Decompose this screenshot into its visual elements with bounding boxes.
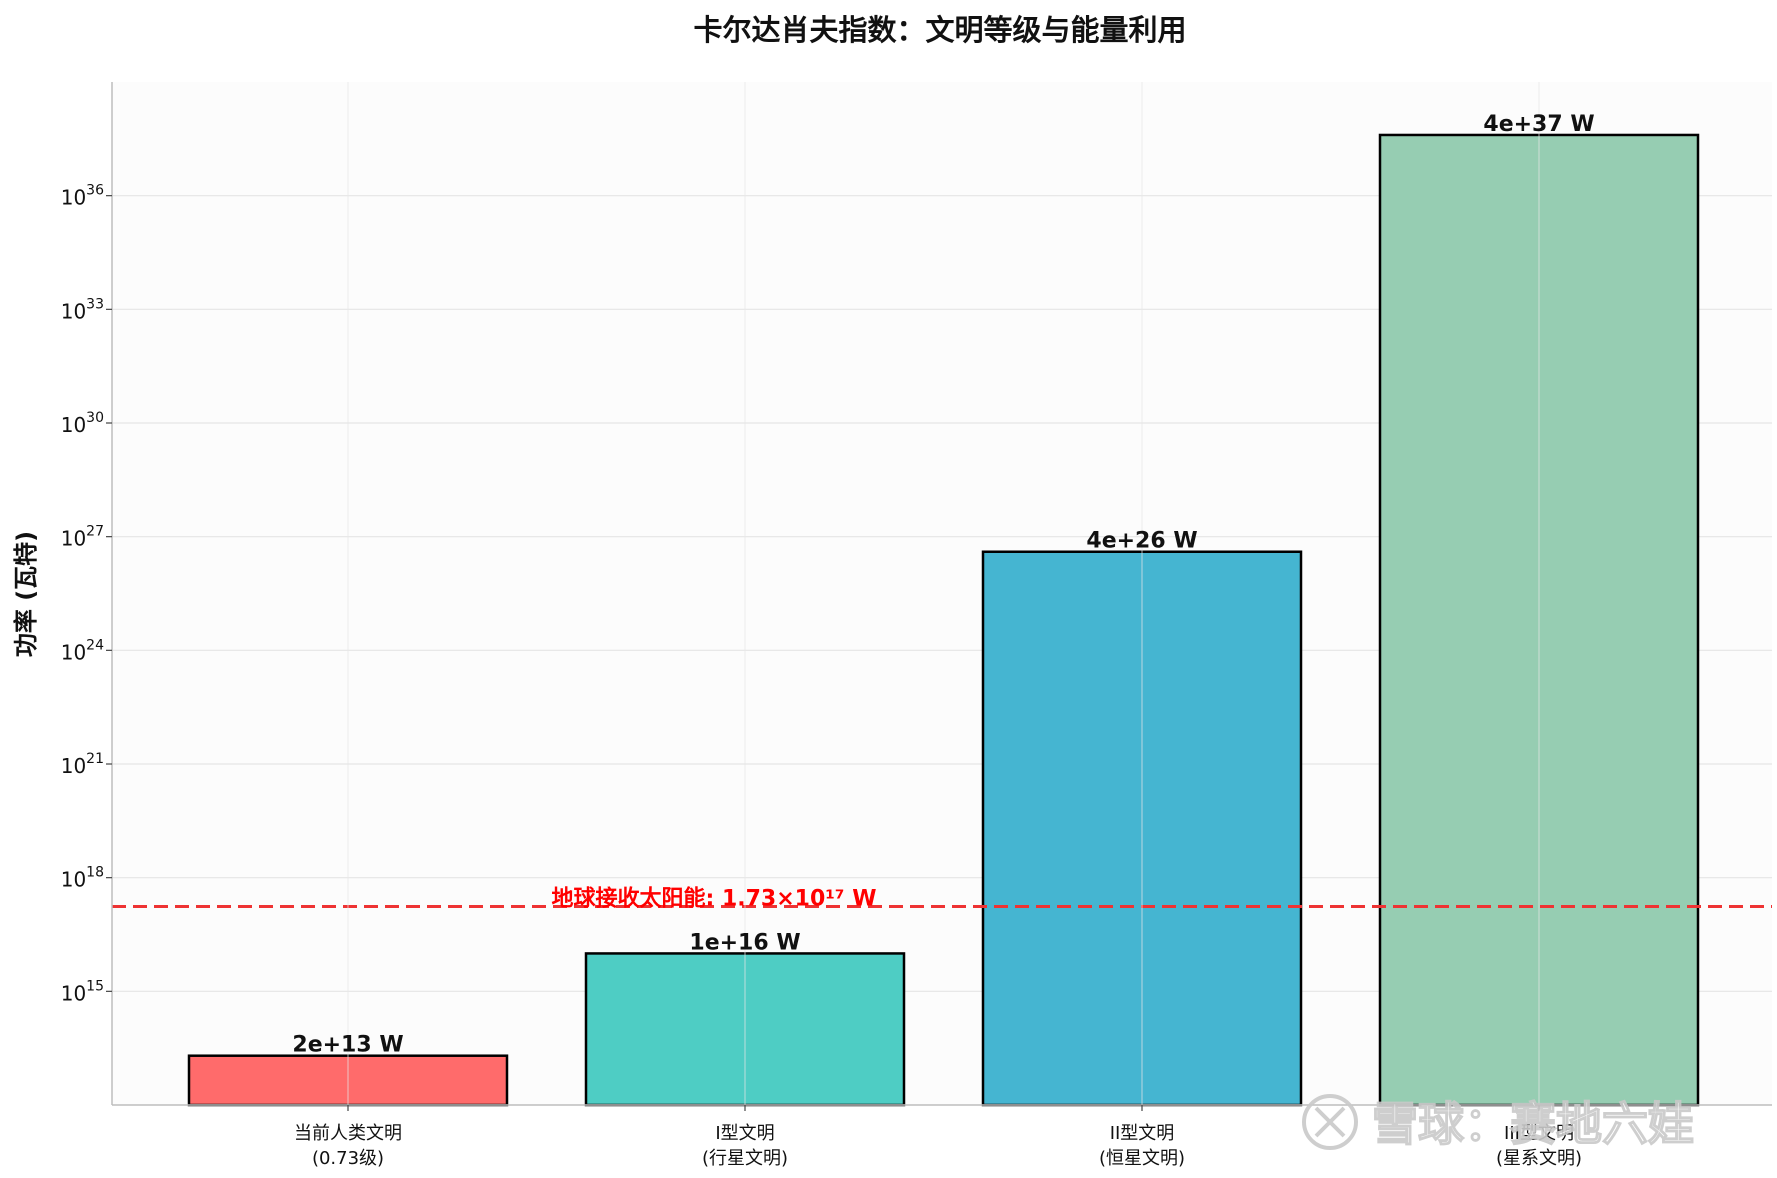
x-tick-label-2-0: II型文明 [1110,1123,1175,1144]
axes [111,82,1772,1106]
reference-line-group: 地球接收太阳能: 1.73×10¹⁷ W [112,886,1772,912]
y-tick-label-6: 1033 [61,296,104,323]
x-tick-label-3-1: (星系文明) [1496,1148,1582,1169]
value-label-0: 2e+13 W [292,1033,403,1058]
x-tick-label-2-1: (恒星文明) [1099,1148,1185,1169]
y-tick-label-5: 1030 [61,410,104,437]
value-labels: 2e+13 W 1e+16 W 4e+26 W 4e+37 W [292,112,1594,1058]
y-ticks: 1015 1018 1021 1024 1027 1030 1033 1036 [61,183,112,1005]
watermark-text: 雪球：赛地六娃 [1372,1097,1694,1151]
x-tick-label-1-0: I型文明 [715,1123,774,1144]
y-tick-label-3: 1024 [61,637,104,664]
vertical-grid-lines [347,82,1540,1105]
y-tick-label-0: 1015 [61,978,104,1005]
x-tick-label-1-1: (行星文明) [702,1148,788,1169]
y-tick-label-4: 1027 [61,524,104,551]
bars [187,133,1700,1107]
y-tick-label-1: 1018 [61,865,104,892]
value-label-1: 1e+16 W [689,930,800,955]
x-ticks: 当前人类文明 (0.73级) I型文明 (行星文明) II型文明 (恒星文明) III型文明… [294,1105,1582,1169]
bar-1 [584,952,906,1107]
watermark-logo-icon [1302,1094,1358,1150]
bar-2 [981,550,1303,1107]
value-label-2: 4e+26 W [1086,529,1197,554]
reference-line-label: 地球接收太阳能: 1.73×10¹⁷ W [552,886,877,912]
y-tick-label-2: 1021 [61,751,104,778]
chart-title: 卡尔达肖夫指数：文明等级与能量利用 [693,13,1186,47]
bar-3 [1378,133,1700,1107]
watermark-logo-mark [1314,1106,1346,1138]
x-tick-label-3-0: III型文明 [1504,1123,1574,1144]
x-tick-label-0-1: (0.73级) [312,1148,384,1169]
y-tick-label-7: 1036 [61,183,104,210]
value-label-3: 4e+37 W [1483,112,1594,137]
x-tick-label-0-0: 当前人类文明 [294,1123,402,1144]
y-axis-label: 功率 (瓦特) [12,531,40,657]
watermark: 雪球：赛地六娃 [1302,1094,1695,1152]
